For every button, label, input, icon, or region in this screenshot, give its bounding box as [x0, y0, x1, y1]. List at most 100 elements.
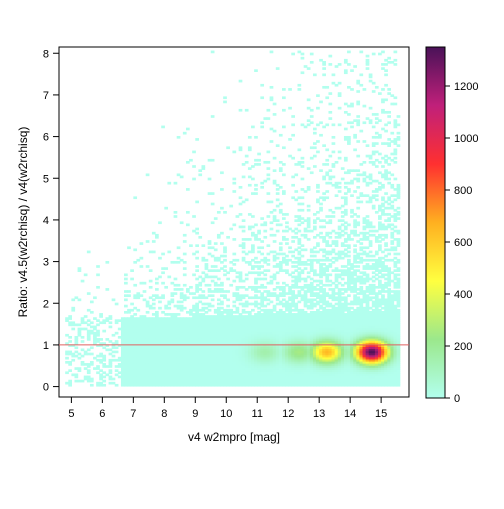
heatmap-cell — [257, 331, 261, 335]
heatmap-cell — [68, 381, 72, 385]
heatmap-cell — [297, 340, 302, 343]
heatmap-cell — [378, 354, 382, 358]
heatmap-cell — [343, 313, 348, 316]
heatmap-cell — [371, 379, 376, 383]
heatmap-cell — [254, 338, 258, 341]
heatmap-cell — [220, 267, 224, 270]
heatmap-cell — [381, 210, 385, 214]
heatmap-cell — [384, 377, 388, 381]
heatmap-cell — [340, 196, 345, 200]
heatmap-cell — [356, 185, 361, 189]
heatmap-cell — [238, 327, 243, 331]
heatmap-cell — [356, 79, 361, 83]
heatmap-cell — [241, 335, 246, 339]
heatmap-cell — [120, 356, 125, 360]
heatmap-cell — [297, 292, 302, 295]
heatmap-cell — [124, 329, 128, 333]
heatmap-cell — [229, 331, 234, 335]
heatmap-cell — [151, 333, 156, 337]
heatmap-cell — [340, 342, 345, 345]
heatmap-cell — [371, 258, 376, 262]
heatmap-cell — [303, 375, 308, 379]
heatmap-cell — [334, 244, 339, 247]
heatmap-cell — [306, 346, 311, 350]
heatmap-cell — [371, 81, 376, 85]
heatmap-cell — [282, 344, 286, 347]
heatmap-cell — [340, 335, 345, 339]
heatmap-cell — [170, 358, 175, 362]
heatmap-cell — [210, 221, 215, 225]
heatmap-cell — [291, 375, 295, 379]
heatmap-cell — [294, 379, 299, 383]
heatmap-cell — [263, 369, 268, 372]
heatmap-cell — [173, 369, 178, 372]
heatmap-cell — [176, 358, 181, 362]
heatmap-cell — [124, 310, 128, 314]
heatmap-cell — [291, 325, 295, 329]
heatmap-cell — [229, 325, 234, 329]
heatmap-cell — [133, 373, 138, 377]
heatmap-cell — [325, 342, 330, 345]
heatmap-cell — [378, 375, 382, 379]
heatmap-cell — [223, 319, 227, 322]
heatmap-cell — [331, 256, 336, 260]
heatmap-cell — [365, 223, 370, 227]
heatmap-cell — [374, 350, 379, 354]
heatmap-cell — [257, 346, 261, 350]
heatmap-cell — [229, 344, 234, 347]
heatmap-cell — [260, 83, 265, 87]
heatmap-cell — [300, 285, 305, 289]
heatmap-cell — [170, 260, 175, 264]
heatmap-cell — [378, 279, 382, 283]
heatmap-cell — [362, 346, 367, 350]
heatmap-cell — [343, 327, 348, 331]
heatmap-cell — [179, 288, 184, 291]
heatmap-cell — [294, 348, 299, 352]
heatmap-cell — [347, 142, 351, 145]
heatmap-cell — [319, 350, 323, 354]
heatmap-cell — [365, 327, 370, 331]
heatmap-cell — [340, 271, 345, 275]
heatmap-cell — [120, 331, 125, 335]
heatmap-cell — [235, 340, 240, 343]
heatmap-cell — [374, 381, 379, 385]
heatmap-cell — [359, 275, 364, 279]
heatmap-cell — [158, 256, 162, 260]
heatmap-cell — [319, 383, 323, 387]
heatmap-cell — [365, 319, 370, 322]
heatmap-cell — [263, 331, 268, 335]
heatmap-cell — [254, 304, 258, 308]
heatmap-cell — [195, 302, 199, 306]
heatmap-cell — [316, 344, 320, 347]
heatmap-cell — [170, 354, 175, 358]
heatmap-cell — [356, 100, 361, 104]
heatmap-cell — [247, 356, 252, 360]
heatmap-cell — [347, 233, 351, 237]
heatmap-cell — [340, 356, 345, 360]
heatmap-cell — [176, 331, 181, 335]
heatmap-cell — [170, 383, 175, 387]
heatmap-cell — [77, 356, 82, 360]
heatmap-cell — [161, 356, 165, 360]
heatmap-cell — [381, 358, 385, 362]
heatmap-cell — [235, 363, 240, 366]
heatmap-cell — [294, 327, 299, 331]
heatmap-cell — [254, 367, 258, 370]
heatmap-cell — [127, 354, 131, 358]
heatmap-cell — [374, 273, 379, 277]
heatmap-cell — [114, 331, 119, 335]
heatmap-cell — [319, 317, 323, 320]
heatmap-cell — [353, 254, 357, 258]
heatmap-cell — [337, 290, 342, 293]
heatmap-cell — [201, 258, 206, 262]
heatmap-cell — [139, 340, 144, 343]
heatmap-cell — [226, 325, 230, 329]
heatmap-cell — [235, 344, 240, 347]
heatmap-cell — [229, 321, 234, 325]
heatmap-cell — [371, 313, 376, 316]
heatmap-cell — [108, 340, 113, 343]
heatmap-cell — [80, 317, 85, 320]
heatmap-cell — [278, 319, 283, 322]
heatmap-cell — [136, 331, 141, 335]
heatmap-cell — [381, 321, 385, 325]
